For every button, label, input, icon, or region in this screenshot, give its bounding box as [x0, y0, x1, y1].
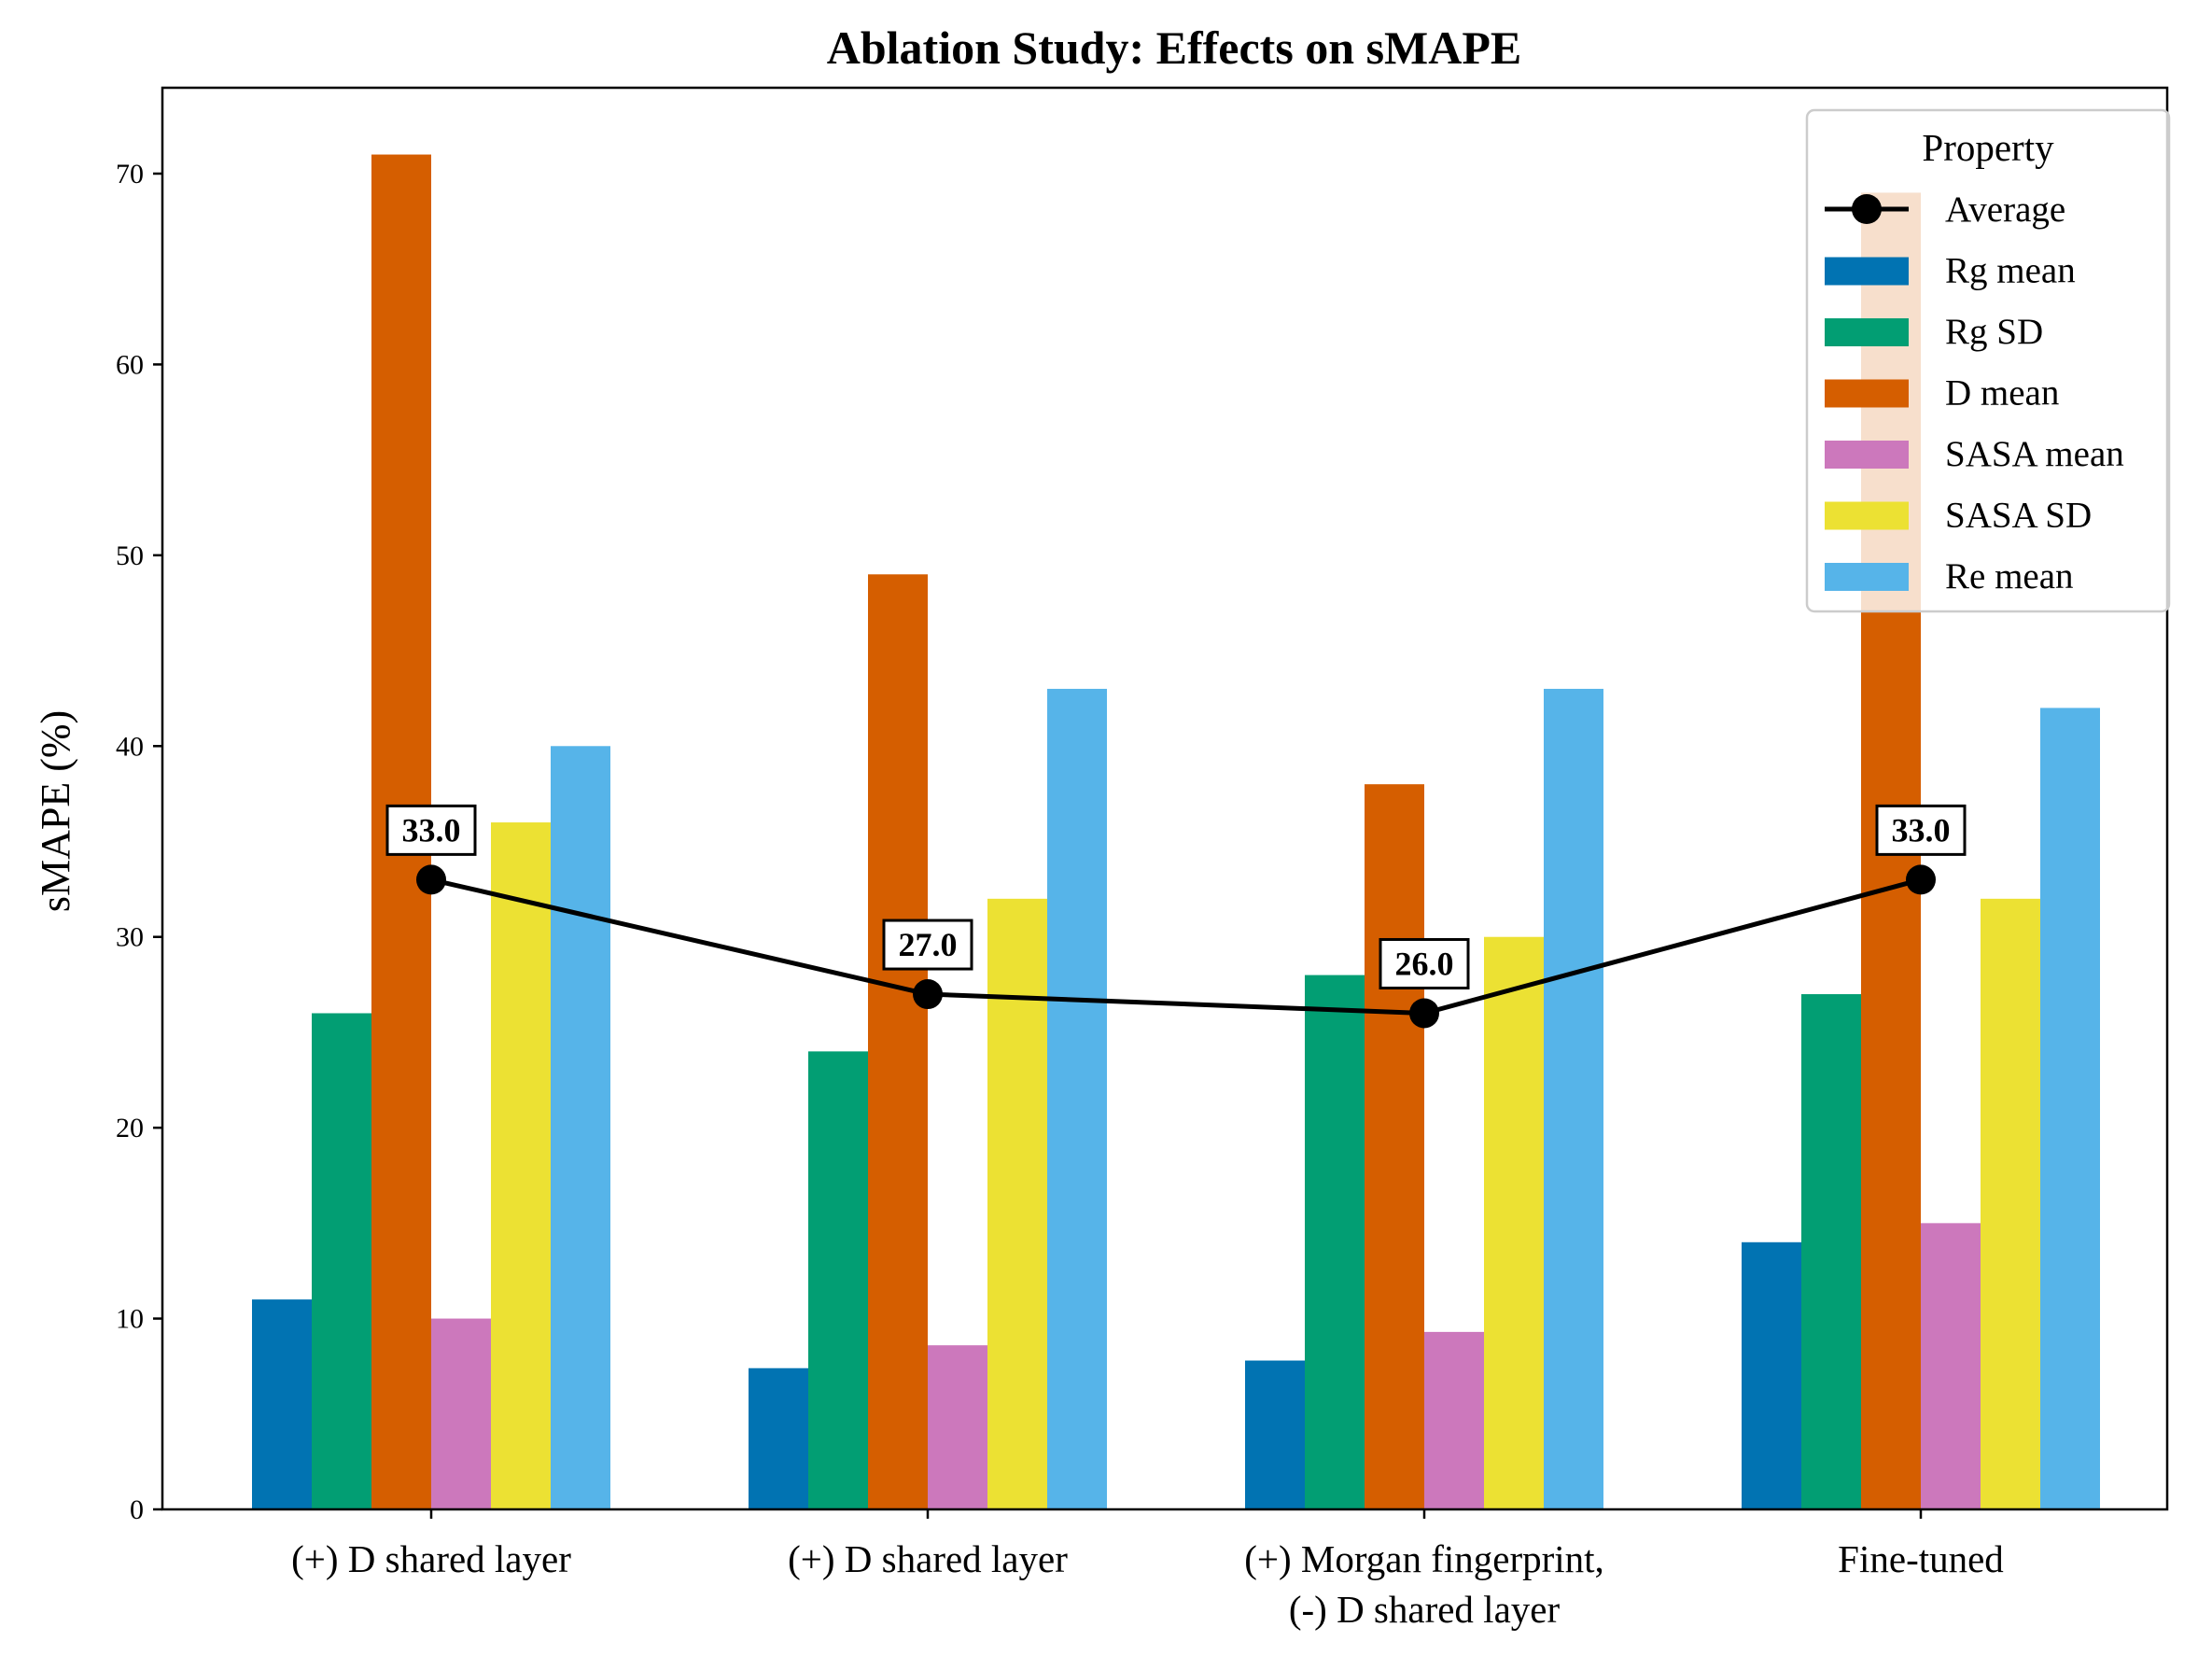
legend-label-sasa-mean: SASA mean — [1945, 434, 2124, 474]
legend-swatch-d-mean — [1825, 379, 1909, 408]
average-label-3: 26.0 — [1395, 945, 1454, 982]
bar-re-mean-4 — [2040, 708, 2100, 1509]
average-label-box-1 — [385, 804, 477, 856]
bar-d-mean-2 — [868, 574, 928, 1509]
legend-label-rg-mean: Rg mean — [1945, 251, 2076, 291]
plot-frame — [161, 86, 2169, 1511]
bar-sasa-mean-1 — [431, 1318, 491, 1509]
bar-sasa-sd-2 — [987, 898, 1047, 1509]
y-axis-label: sMAPE (%) — [33, 710, 78, 912]
average-marker-1 — [416, 864, 446, 895]
y-tick-label: 30 — [116, 922, 144, 953]
y-tick-label: 50 — [116, 540, 144, 571]
legend-swatch-sasa-mean — [1825, 441, 1909, 469]
bar-sasa-mean-4 — [1921, 1223, 1981, 1509]
average-marker-4 — [1906, 864, 1936, 895]
y-tick-label: 20 — [116, 1113, 144, 1143]
legend-label-sasa-sd: SASA SD — [1945, 496, 2092, 536]
legend-swatch-rg-mean — [1825, 257, 1909, 286]
bar-re-mean-2 — [1047, 688, 1107, 1509]
y-tick-label: 0 — [130, 1494, 144, 1525]
legend: Property Average Rg mean Rg SD D mean SASA me… — [1805, 108, 2171, 613]
legend-label-d-mean: D mean — [1945, 373, 2059, 414]
x-tick-label-3: (+) Morgan fingerprint, (-) D shared laye… — [1244, 1537, 1604, 1631]
average-line — [430, 877, 1922, 1016]
bar-rg-sd-2 — [808, 1051, 868, 1509]
y-tick-label: 70 — [116, 159, 144, 189]
bar-rg-sd-3 — [1305, 975, 1365, 1509]
legend-title: Property — [1922, 126, 2054, 169]
chart-title: Ablation Study: Effects on sMAPE — [827, 21, 1521, 74]
bar-re-mean-1 — [551, 746, 610, 1509]
bar-sasa-mean-3 — [1424, 1331, 1484, 1509]
bars-layer — [252, 154, 2100, 1510]
y-tick-label: 40 — [116, 731, 144, 762]
bar-sasa-mean-2 — [928, 1345, 987, 1509]
bar-rg-mean-3 — [1245, 1360, 1305, 1509]
average-label-1: 33.0 — [402, 811, 461, 849]
bar-rg-mean-2 — [749, 1367, 808, 1509]
y-tick-label: 10 — [116, 1304, 144, 1335]
average-label-box-4 — [1875, 804, 1967, 856]
axes: 0 10 20 30 40 50 60 70 (+) D shared layer (+) D s… — [116, 86, 2169, 1631]
x-tick-label-1: (+) D shared layer — [291, 1537, 571, 1580]
x-tick-label-4: Fine-tuned — [1838, 1537, 2004, 1580]
bar-rg-sd-4 — [1801, 994, 1861, 1509]
y-tick-label: 60 — [116, 349, 144, 380]
average-label-2: 27.0 — [899, 926, 958, 963]
bar-rg-mean-4 — [1742, 1241, 1801, 1509]
average-marker-3 — [1409, 998, 1439, 1029]
average-label-4: 33.0 — [1892, 811, 1951, 849]
average-label-box-3 — [1379, 937, 1470, 989]
legend-label-rg-sd: Rg SD — [1945, 312, 2043, 352]
legend-swatch-re-mean — [1825, 563, 1909, 591]
bar-re-mean-3 — [1544, 688, 1603, 1509]
average-line-layer: 33.0 27.0 26.0 33.0 — [385, 804, 1967, 1029]
bar-rg-mean-1 — [252, 1299, 312, 1509]
legend-swatch-sasa-sd — [1825, 501, 1909, 530]
legend-label-average: Average — [1945, 189, 2065, 230]
average-label-box-2 — [882, 919, 973, 971]
bar-sasa-sd-3 — [1484, 936, 1544, 1509]
legend-frame — [1805, 108, 2171, 613]
bar-sasa-sd-4 — [1981, 898, 2040, 1509]
legend-swatch-rg-sd — [1825, 318, 1909, 346]
legend-average-marker — [1852, 194, 1882, 224]
average-marker-2 — [913, 979, 943, 1010]
bar-d-mean-3 — [1365, 784, 1424, 1509]
legend-label-re-mean: Re mean — [1945, 556, 2074, 596]
x-tick-label-2: (+) D shared layer — [788, 1537, 1068, 1580]
bar-rg-sd-1 — [312, 1013, 371, 1509]
bar-sasa-sd-1 — [491, 822, 551, 1509]
